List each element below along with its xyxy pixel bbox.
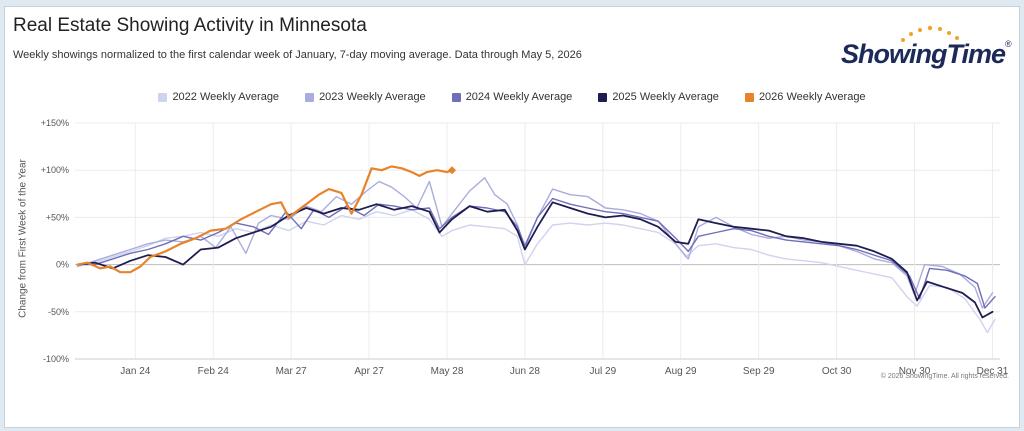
series-line-2022 — [76, 209, 996, 334]
y-tick-label: -100% — [43, 354, 69, 364]
x-tick-label: Jun 28 — [510, 366, 540, 377]
x-tick-label: Mar 27 — [276, 366, 308, 377]
x-tick-label: May 28 — [431, 366, 464, 377]
legend-swatch — [451, 92, 461, 102]
series-line-2023 — [76, 177, 994, 309]
series-line-2025 — [76, 201, 994, 319]
copyright-credit: © 2026 ShowingTime. All rights reserved. — [880, 373, 1009, 380]
y-tick-label: -50% — [48, 307, 69, 317]
x-tick-label: Apr 27 — [354, 366, 384, 377]
legend-swatch — [305, 92, 315, 102]
y-tick-label: +150% — [41, 118, 69, 128]
legend-item[interactable]: 2023 Weekly Average — [305, 91, 426, 103]
legend-label: 2025 Weekly Average — [612, 91, 719, 103]
legend-swatch — [744, 92, 754, 102]
legend-label: 2023 Weekly Average — [319, 91, 426, 103]
chart-panel: Real Estate Showing Activity in Minnesot… — [4, 6, 1020, 428]
x-tick-label: Aug 29 — [665, 366, 697, 377]
x-tick-label: Oct 30 — [822, 366, 852, 377]
x-tick-label: Sep 29 — [743, 366, 775, 377]
chart-subtitle: Weekly showings normalized to the first … — [13, 49, 582, 61]
x-tick-label: Jul 29 — [590, 366, 617, 377]
series-line-2026 — [76, 165, 454, 274]
legend-item[interactable]: 2022 Weekly Average — [158, 91, 279, 103]
logo-wordmark: ShowingTime® — [841, 39, 1012, 69]
y-tick-label: +100% — [41, 165, 69, 175]
series-line-2024 — [76, 197, 996, 309]
legend-item[interactable]: 2025 Weekly Average — [598, 91, 719, 103]
legend-item[interactable]: 2024 Weekly Average — [451, 91, 573, 103]
x-tick-label: Nov 30 — [899, 366, 931, 377]
legend-label: 2024 Weekly Average — [465, 91, 573, 103]
legend-label: 2022 Weekly Average — [172, 91, 280, 103]
x-tick-label: Dec 31 — [977, 366, 1009, 377]
line-chart: +150% +100% +50% 0% -50% -100% Jan 24 Feb 24 Mar… — [41, 118, 1009, 377]
y-tick-label: +50% — [46, 212, 69, 222]
x-tick-label: Jan 24 — [120, 366, 150, 377]
chart-legend: 2022 Weekly Average 2023 Weekly Average 20… — [5, 91, 1019, 103]
legend-swatch — [598, 92, 608, 102]
y-tick-label: 0% — [56, 260, 69, 270]
legend-item[interactable]: 2026 Weekly Average — [744, 91, 866, 103]
chart-title: Real Estate Showing Activity in Minnesot… — [13, 15, 367, 36]
showingtime-logo: ShowingTime® — [837, 25, 1017, 79]
x-tick-label: Feb 24 — [198, 366, 230, 377]
legend-label: 2026 Weekly Average — [758, 91, 866, 103]
sunburst-dots-icon — [901, 25, 959, 42]
y-axis-label: Change from First Week of the Year — [17, 159, 29, 318]
legend-swatch — [158, 92, 168, 102]
series-end-marker — [448, 166, 457, 175]
